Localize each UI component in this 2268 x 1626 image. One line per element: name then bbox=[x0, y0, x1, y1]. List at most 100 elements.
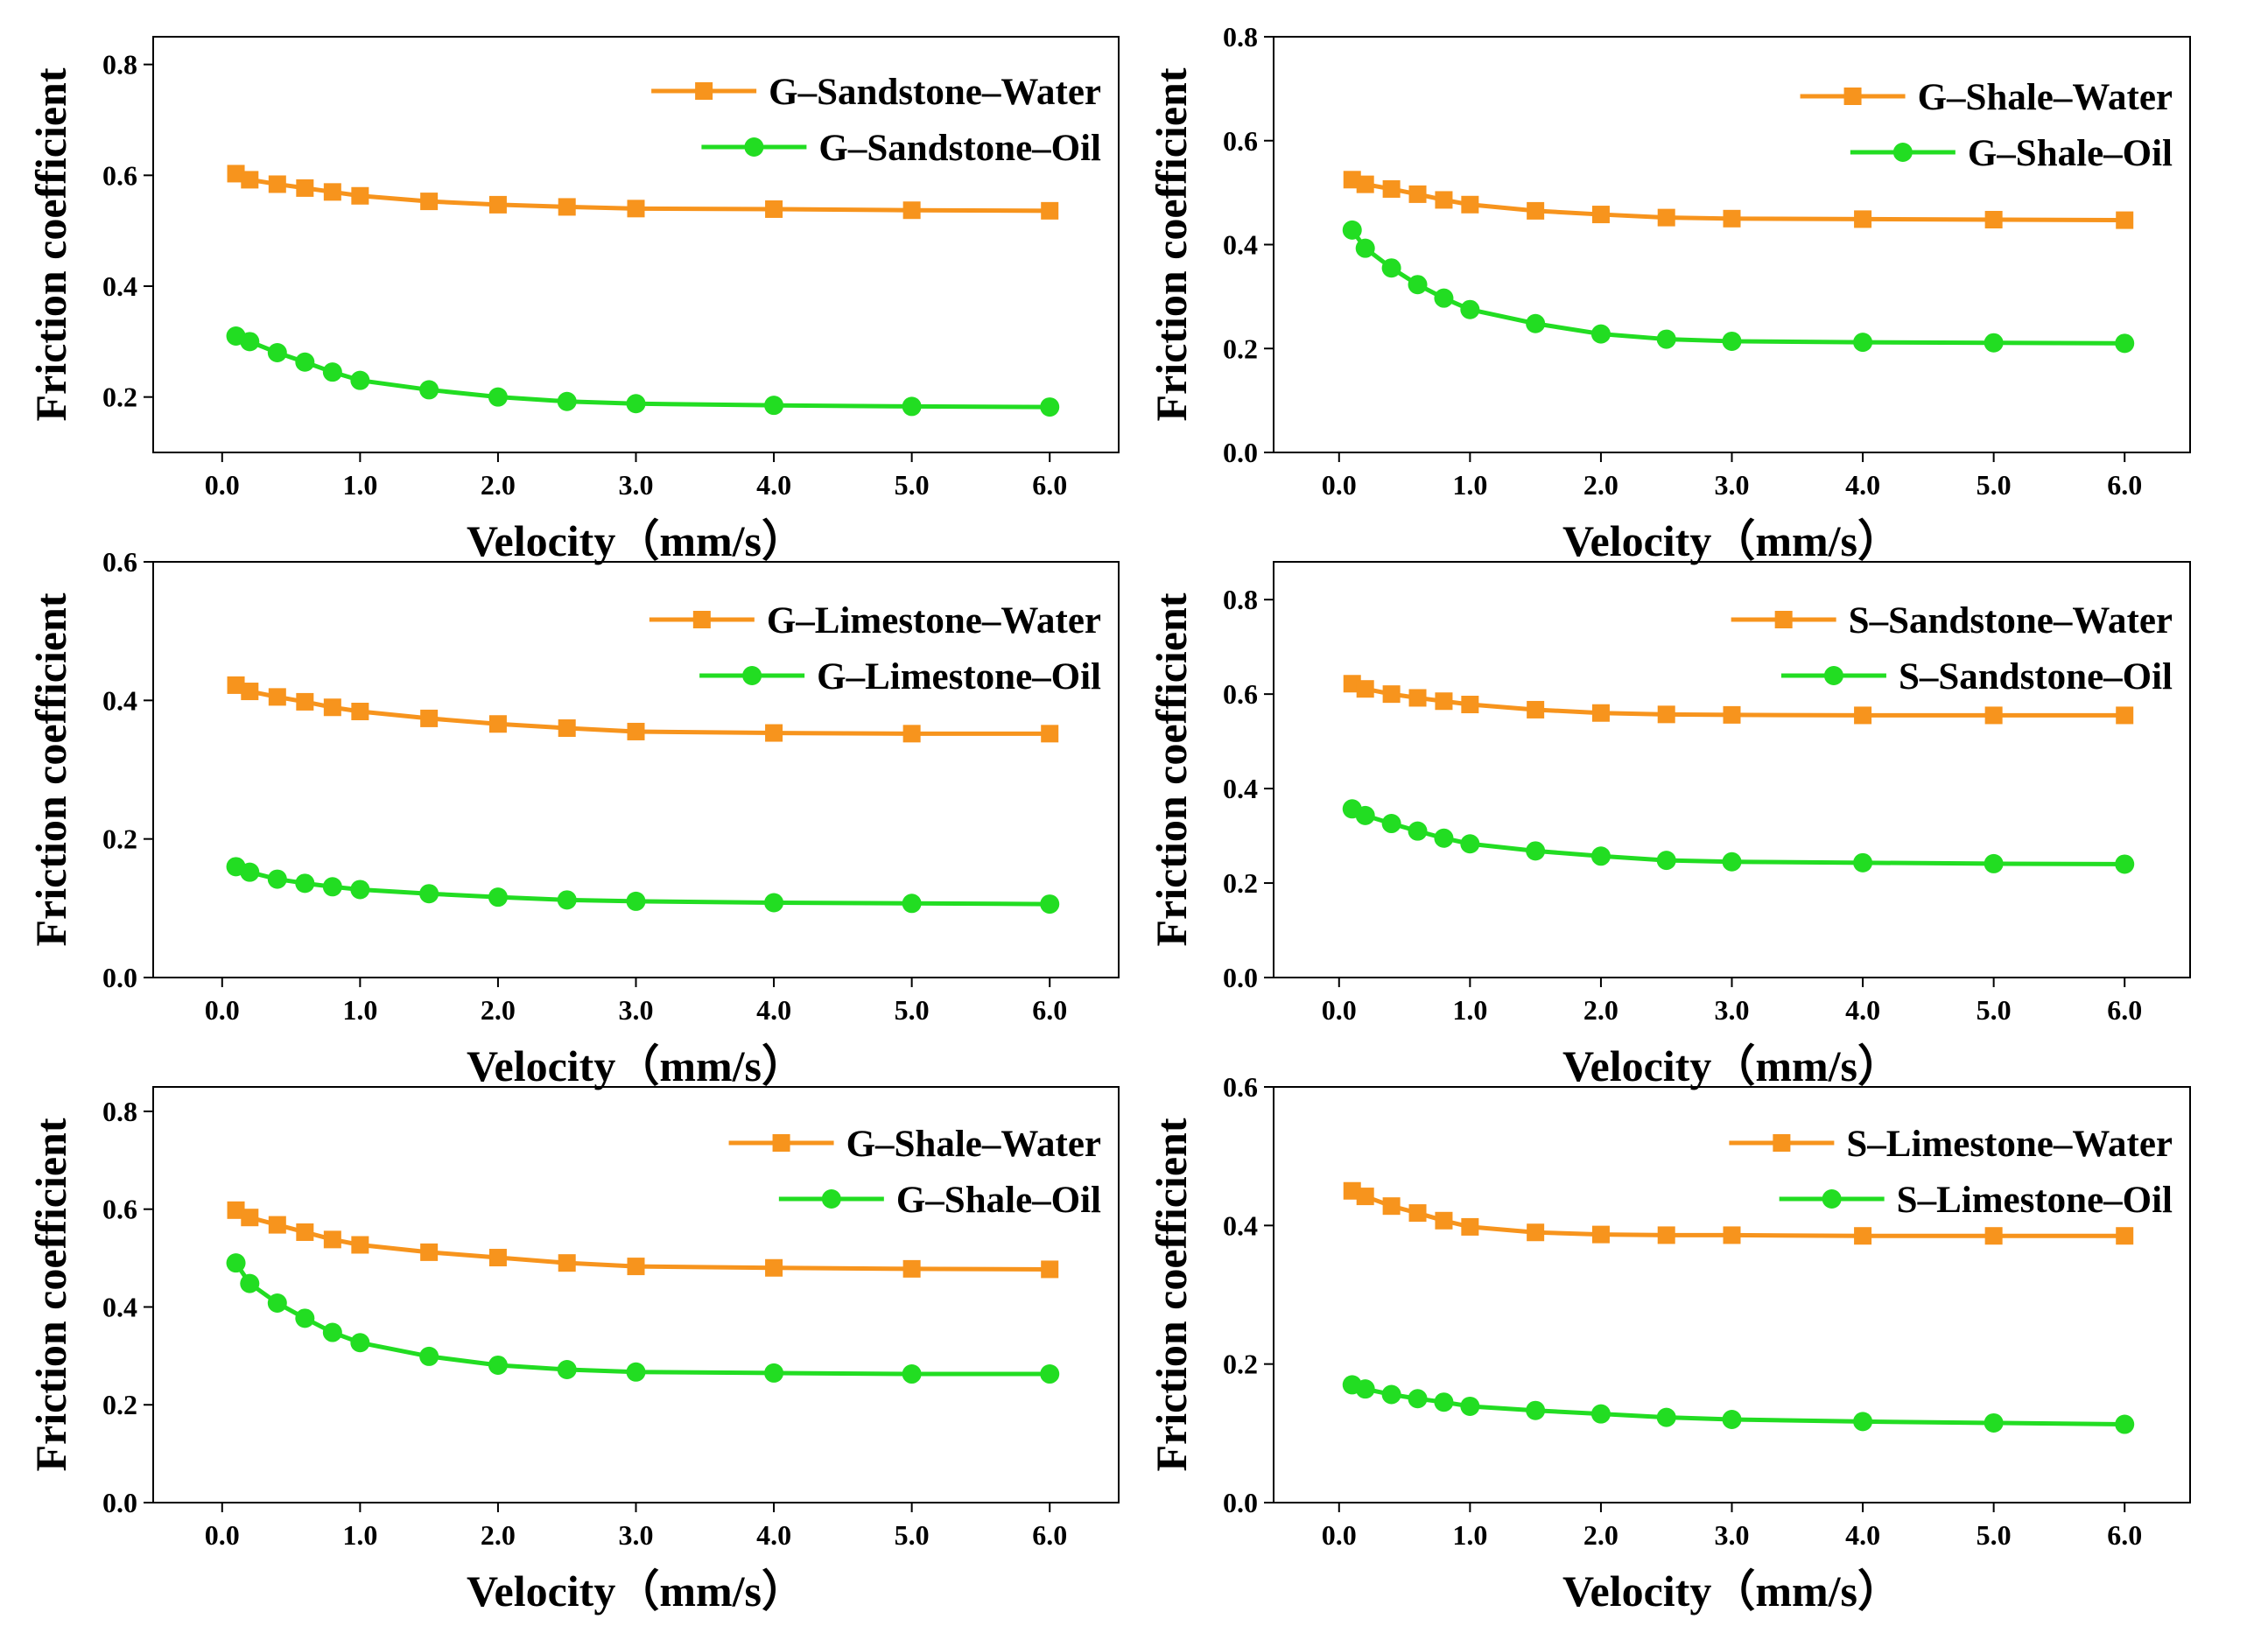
data-point-square bbox=[1854, 706, 1872, 725]
data-point-square bbox=[268, 175, 286, 193]
data-point-square bbox=[902, 201, 921, 220]
data-point-circle bbox=[1526, 841, 1546, 861]
data-point-circle bbox=[902, 894, 922, 914]
data-point-square bbox=[558, 719, 576, 737]
x-tick-label: 0.0 bbox=[1322, 994, 1357, 1026]
data-point-square bbox=[241, 1209, 259, 1227]
y-tick-label: 0.0 bbox=[1223, 1487, 1258, 1518]
data-point-square bbox=[1356, 175, 1374, 193]
data-point-circle bbox=[240, 332, 260, 352]
data-point-circle bbox=[322, 362, 342, 382]
data-point-circle bbox=[419, 884, 439, 904]
data-point-circle bbox=[295, 1308, 315, 1328]
legend: S–Limestone–Water S–Limestone–Oil bbox=[1729, 1124, 2173, 1221]
y-tick-label: 0.4 bbox=[1223, 773, 1258, 804]
legend-marker-square bbox=[772, 1134, 790, 1152]
legend-label: G–Shale–Oil bbox=[1968, 133, 2173, 174]
chart-panel-2: 0.0 1.0 2.0 3.0 4.0 5.0 6.0 0.0 0.2 0.4 0.6 0.8 Velo… bbox=[1147, 21, 2191, 565]
data-point-circle bbox=[488, 387, 508, 407]
data-point-circle bbox=[1722, 331, 1742, 351]
x-tick-label: 1.0 bbox=[342, 469, 377, 501]
legend: G–Sandstone–Water G–Sandstone–Oil bbox=[651, 72, 1101, 169]
chart-panel-4: 0.0 1.0 2.0 3.0 4.0 5.0 6.0 0.0 0.2 0.4 0.6 0.8 Velo… bbox=[1147, 561, 2191, 1090]
y-tick-label: 0.8 bbox=[102, 49, 137, 81]
data-point-circle bbox=[419, 1346, 439, 1366]
data-point-square bbox=[558, 198, 576, 216]
y-tick-label: 0.4 bbox=[1223, 1209, 1258, 1241]
data-point-circle bbox=[1853, 333, 1873, 353]
y-tick-label: 0.8 bbox=[1223, 584, 1258, 615]
legend-label: S–Sandstone–Oil bbox=[1899, 656, 2173, 697]
x-tick-label: 2.0 bbox=[1583, 994, 1618, 1026]
data-point-square bbox=[1041, 201, 1059, 220]
data-point-square bbox=[2116, 211, 2134, 229]
data-point-circle bbox=[902, 1364, 922, 1384]
data-point-square bbox=[1854, 210, 1872, 228]
data-point-square bbox=[1382, 685, 1401, 704]
data-point-square bbox=[2116, 706, 2134, 725]
x-tick-label: 6.0 bbox=[1032, 1519, 1067, 1551]
x-axis-title: Velocity（mm/s） bbox=[1562, 1566, 1901, 1615]
series-line bbox=[234, 1261, 1050, 1377]
data-point-square bbox=[323, 183, 341, 201]
y-tick-label: 0.4 bbox=[102, 270, 137, 302]
data-point-circle bbox=[1656, 329, 1676, 349]
data-point-circle bbox=[764, 1363, 784, 1383]
data-point-circle bbox=[902, 396, 922, 417]
data-point-circle bbox=[1984, 853, 2004, 873]
data-point-square bbox=[241, 171, 259, 189]
x-tick-label: 6.0 bbox=[2107, 994, 2142, 1026]
data-point-square bbox=[765, 724, 783, 742]
data-point-circle bbox=[764, 893, 784, 913]
data-point-circle bbox=[626, 1362, 646, 1382]
y-tick-label: 0.8 bbox=[1223, 21, 1258, 53]
data-point-circle bbox=[1853, 852, 1873, 873]
data-point-square bbox=[1591, 206, 1610, 224]
x-tick-label: 2.0 bbox=[481, 469, 516, 501]
data-point-circle bbox=[2115, 854, 2135, 874]
data-point-circle bbox=[1526, 1400, 1546, 1420]
data-point-square bbox=[765, 200, 783, 218]
legend: G–Shale–Water G–Shale–Oil bbox=[728, 1124, 1101, 1221]
x-tick-label: 4.0 bbox=[756, 469, 791, 501]
data-point-circle bbox=[1434, 1392, 1454, 1412]
data-point-square bbox=[351, 186, 369, 205]
legend-marker-circle bbox=[744, 137, 764, 157]
x-tick-label: 2.0 bbox=[481, 994, 516, 1026]
data-point-circle bbox=[626, 891, 646, 911]
legend: S–Sandstone–Water S–Sandstone–Oil bbox=[1731, 600, 2173, 697]
data-point-circle bbox=[1355, 238, 1375, 258]
data-point-circle bbox=[2115, 1414, 2135, 1434]
x-tick-label: 0.0 bbox=[205, 469, 240, 501]
data-point-square bbox=[1984, 211, 2003, 228]
data-point-circle bbox=[350, 1333, 370, 1353]
x-tick-label: 2.0 bbox=[1583, 469, 1618, 501]
data-point-square bbox=[268, 688, 286, 706]
data-point-square bbox=[488, 715, 507, 733]
data-point-circle bbox=[1656, 851, 1676, 871]
data-point-square bbox=[241, 683, 259, 701]
x-tick-label: 6.0 bbox=[2107, 1519, 2142, 1551]
legend-marker-circle bbox=[1822, 1189, 1842, 1209]
data-point-square bbox=[296, 692, 314, 711]
data-point-square bbox=[627, 200, 645, 218]
data-point-circle bbox=[322, 877, 342, 897]
data-point-square bbox=[488, 195, 507, 214]
data-point-circle bbox=[1984, 1412, 2004, 1433]
y-tick-label: 0.4 bbox=[1223, 229, 1258, 261]
x-tick-label: 5.0 bbox=[1977, 1519, 2012, 1551]
y-tick-label: 0.2 bbox=[1223, 1349, 1258, 1380]
data-point-square bbox=[1382, 179, 1401, 198]
x-axis-title: Velocity（mm/s） bbox=[1562, 1041, 1901, 1090]
y-axis-title: Friction coefficient bbox=[26, 1118, 75, 1471]
data-point-circle bbox=[1040, 894, 1060, 915]
y-axis-title: Friction coefficient bbox=[26, 67, 75, 421]
data-point-circle bbox=[1590, 1404, 1611, 1424]
data-point-square bbox=[1382, 1197, 1401, 1216]
data-point-square bbox=[323, 1230, 341, 1249]
data-point-square bbox=[227, 165, 245, 183]
data-point-circle bbox=[350, 370, 370, 390]
y-tick-label: 0.6 bbox=[1223, 125, 1258, 157]
data-point-square bbox=[1408, 185, 1427, 203]
legend-marker-circle bbox=[1892, 143, 1913, 162]
